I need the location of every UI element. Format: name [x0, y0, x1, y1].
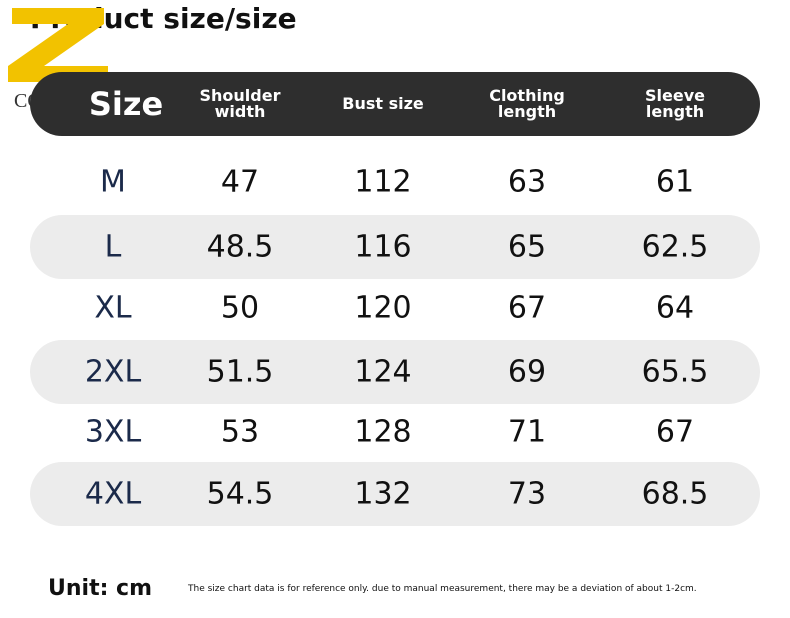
cell: 67 — [507, 290, 547, 326]
header-bar — [30, 72, 760, 136]
cell: 47 — [220, 164, 260, 200]
cell: 64 — [655, 290, 695, 326]
cell: 124 — [354, 354, 412, 390]
cell: 62.5 — [641, 229, 709, 265]
cell: 61 — [655, 164, 695, 200]
cell: 54.5 — [206, 476, 274, 512]
cell: 65 — [507, 229, 547, 265]
size-label: L — [104, 229, 122, 265]
cell: 65.5 — [641, 354, 709, 390]
size-label: 4XL — [84, 476, 142, 512]
cell: 51.5 — [206, 354, 274, 390]
cell: 69 — [507, 354, 547, 390]
cell: 71 — [507, 414, 547, 450]
cell: 50 — [220, 290, 260, 326]
cell: 132 — [354, 476, 412, 512]
size-label: 3XL — [84, 414, 142, 450]
header-cell: Bust size — [342, 94, 424, 113]
row-background — [30, 215, 760, 279]
cell: 116 — [354, 229, 412, 265]
size-label: 2XL — [84, 354, 142, 390]
header-cell: Shoulder width — [199, 86, 281, 121]
cell: 63 — [507, 164, 547, 200]
header-cell: Size — [88, 85, 164, 123]
cell: 67 — [655, 414, 695, 450]
cell: 120 — [354, 290, 412, 326]
size-label: M — [100, 164, 126, 200]
note: The size chart data is for reference onl… — [188, 584, 697, 594]
cell: 112 — [354, 164, 412, 200]
logo — [8, 8, 108, 82]
cell: 48.5 — [206, 229, 274, 265]
row-background — [30, 340, 760, 404]
unit: Unit: cm — [48, 576, 153, 601]
cell: 53 — [220, 414, 260, 450]
cell: 68.5 — [641, 476, 709, 512]
cell: 128 — [354, 414, 412, 450]
size-label: XL — [94, 290, 132, 326]
logo-mark — [8, 8, 108, 82]
cell: 73 — [507, 476, 547, 512]
header-cell: Clothing length — [489, 86, 565, 121]
row-background — [30, 462, 760, 526]
header-cell: Sleeve length — [645, 86, 705, 121]
